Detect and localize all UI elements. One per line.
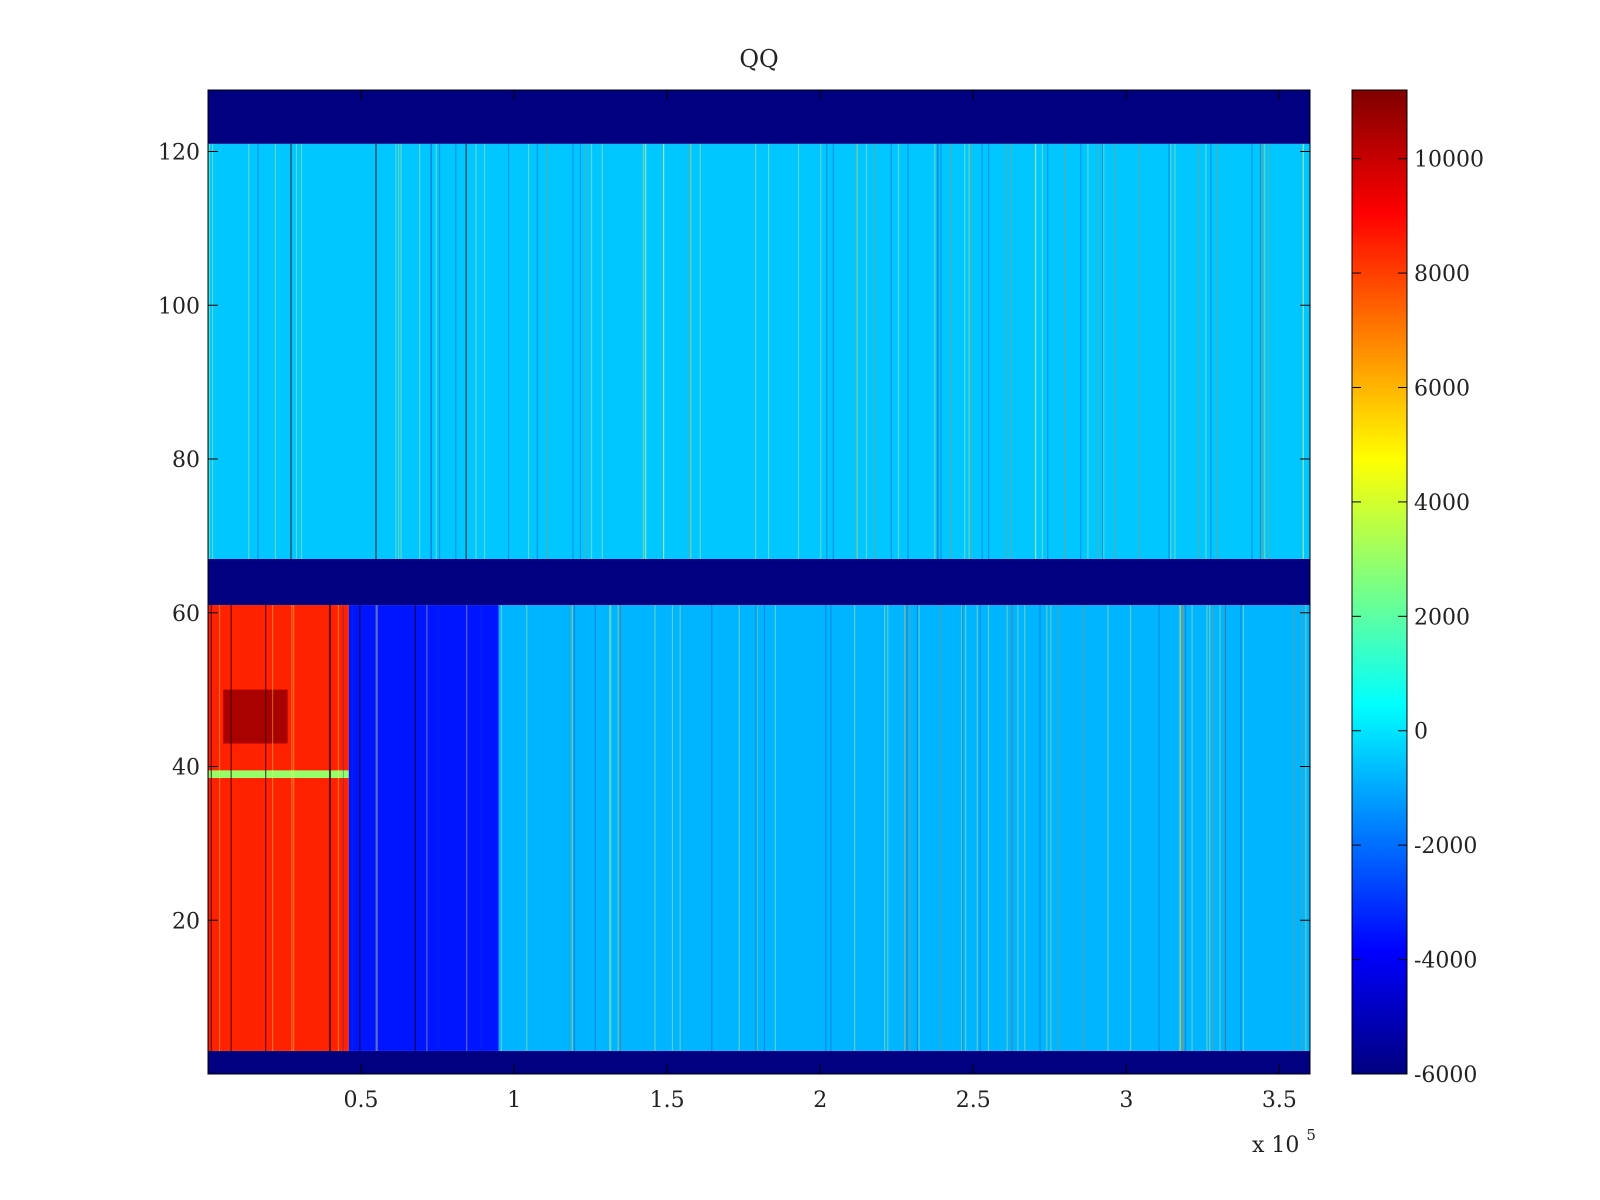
y-tick-label: 40: [172, 756, 200, 781]
colorbar: [1351, 89, 1408, 1075]
heatmap-texture: [208, 143, 1307, 1051]
x-tick-label: 1.5: [650, 1088, 685, 1113]
x-tick-label: 2: [813, 1088, 827, 1113]
colorbar-tick-label: 8000: [1414, 262, 1470, 287]
heatmap-region-4: [348, 605, 499, 1051]
colorbar-tick-label: -2000: [1414, 834, 1477, 859]
heatmap-region-8: [208, 90, 1310, 144]
plot-frame: [207, 89, 1311, 1075]
y-tick-label: 60: [172, 602, 200, 627]
y-tick-label: 20: [172, 909, 200, 934]
x-tick-label: 3.5: [1262, 1088, 1297, 1113]
x-tick-label: 0.5: [344, 1088, 379, 1113]
x-multiplier-label: x 10 5: [1252, 1126, 1316, 1158]
colorbar-tick-label: 10000: [1414, 148, 1484, 173]
x-tick-label: 1: [507, 1088, 521, 1113]
x-multiplier-base: x 10: [1252, 1133, 1299, 1158]
x-tick-label: 2.5: [956, 1088, 991, 1113]
colorbar-tick-label: 0: [1414, 720, 1428, 745]
colorbar-tick-label: 2000: [1414, 605, 1470, 630]
heatmap-region-0: [208, 1050, 1310, 1074]
colorbar-tick-label: -4000: [1414, 949, 1477, 974]
colorbar-ticks: 10000 8000 6000 4000 2000 0 -2000 -4000 -6000: [1352, 148, 1484, 1088]
y-tick-label: 80: [172, 448, 200, 473]
heatmap-region-2: [223, 689, 288, 744]
heatmap-region-7: [208, 143, 1310, 559]
heatmap-region-6: [208, 558, 1310, 606]
heatmap-regions: [208, 90, 1310, 1074]
colorbar-tick-label: -6000: [1414, 1063, 1477, 1088]
x-tick-label: 3: [1119, 1088, 1133, 1113]
heatmap-region-1: [208, 605, 349, 1051]
heatmap-region-3: [208, 770, 349, 779]
heatmap-region-5: [498, 605, 1310, 1051]
colorbar-tick-label: 6000: [1414, 376, 1470, 401]
plot-area: [208, 90, 1310, 1074]
chart-title: QQ: [739, 45, 778, 73]
y-tick-label: 100: [158, 294, 200, 319]
x-multiplier-exponent: 5: [1306, 1126, 1316, 1144]
y-axis: 20 40 60 80 100 120: [158, 141, 1310, 934]
y-tick-label: 120: [158, 141, 200, 166]
colorbar-tick-label: 4000: [1414, 491, 1470, 516]
x-axis: 0.5 1 1.5 2 2.5 3 3.5: [344, 90, 1297, 1113]
